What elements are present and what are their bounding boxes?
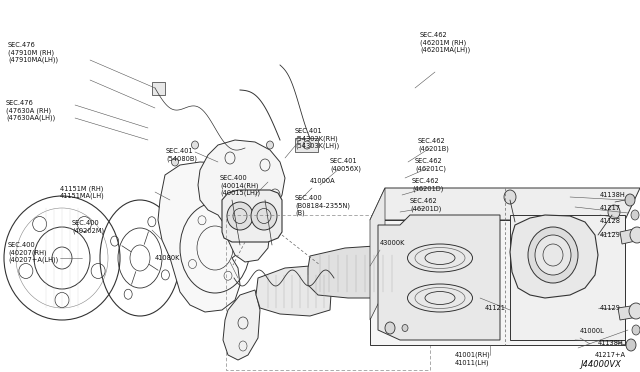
Ellipse shape [251,202,277,230]
Text: 41128: 41128 [600,218,621,224]
Polygon shape [378,215,500,340]
Text: SEC.462
(46201B): SEC.462 (46201B) [418,138,449,151]
Text: 43000K: 43000K [380,240,405,246]
Polygon shape [152,82,165,95]
Ellipse shape [191,141,198,149]
Ellipse shape [608,205,620,219]
Ellipse shape [385,322,395,334]
Ellipse shape [504,190,516,204]
Text: 41217: 41217 [600,205,621,211]
Polygon shape [370,188,640,220]
Text: SEC.401
(54302K(RH)
(54303K(LH)): SEC.401 (54302K(RH) (54303K(LH)) [295,128,339,149]
Text: 41000A: 41000A [310,178,335,184]
Polygon shape [198,140,285,262]
Text: 41001(RH)
41011(LH): 41001(RH) 41011(LH) [455,352,491,366]
Text: SEC.401
(54080B): SEC.401 (54080B) [166,148,197,161]
Text: 41151M (RH)
41151MA(LH): 41151M (RH) 41151MA(LH) [60,185,105,199]
Ellipse shape [632,325,640,335]
Text: SEC.462
(46201D): SEC.462 (46201D) [412,178,444,192]
Polygon shape [370,220,625,345]
Polygon shape [295,138,318,152]
Ellipse shape [266,141,273,149]
Text: 41121: 41121 [485,305,506,311]
Ellipse shape [402,324,408,331]
Text: 41080K: 41080K [155,255,180,261]
Ellipse shape [535,235,571,275]
Text: SEC.462
(46201D): SEC.462 (46201D) [410,198,442,212]
Polygon shape [222,190,282,242]
Ellipse shape [528,227,578,283]
Text: 41129: 41129 [600,232,621,238]
Text: 41138H: 41138H [598,340,624,346]
Text: SEC.476
(47910M (RH)
(47910MA(LH)): SEC.476 (47910M (RH) (47910MA(LH)) [8,42,58,63]
Text: J44000VX: J44000VX [580,360,621,369]
Text: SEC.400
(40202M): SEC.400 (40202M) [72,220,104,234]
Text: SEC.400
(B08184-2355N)
(B): SEC.400 (B08184-2355N) (B) [295,195,350,216]
Polygon shape [256,266,332,316]
Ellipse shape [630,227,640,243]
Text: SEC.476
(47630A (RH)
(47630AA(LH)): SEC.476 (47630A (RH) (47630AA(LH)) [6,100,55,121]
Ellipse shape [631,210,639,220]
Polygon shape [158,162,258,312]
Ellipse shape [172,158,179,166]
Polygon shape [620,228,640,244]
Polygon shape [618,305,638,320]
Text: SEC.401
(40056X): SEC.401 (40056X) [330,158,361,171]
Text: SEC.400
(40207(RH)
(40207+A(LH)): SEC.400 (40207(RH) (40207+A(LH)) [8,242,58,263]
Text: SEC.462
(46201M (RH)
(46201MA(LH)): SEC.462 (46201M (RH) (46201MA(LH)) [420,32,470,53]
Text: 41129: 41129 [600,305,621,311]
Polygon shape [223,290,260,360]
Polygon shape [510,215,625,340]
Text: SEC.462
(46201C): SEC.462 (46201C) [415,158,446,171]
Text: 41000L: 41000L [580,328,605,334]
Ellipse shape [626,339,636,351]
Polygon shape [370,188,385,320]
Text: SEC.400
(40014(RH)
(40015(LH)): SEC.400 (40014(RH) (40015(LH)) [220,175,260,196]
Polygon shape [510,215,598,298]
Ellipse shape [227,202,253,230]
Text: 41138H: 41138H [600,192,626,198]
Ellipse shape [625,194,635,206]
Ellipse shape [629,303,640,319]
Polygon shape [308,246,400,298]
Text: 41217+A: 41217+A [595,352,626,358]
